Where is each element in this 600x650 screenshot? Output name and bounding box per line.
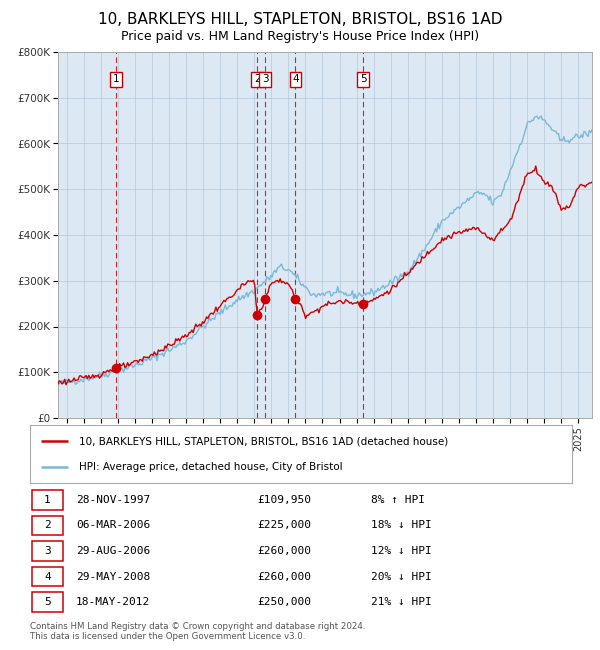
Text: £250,000: £250,000	[257, 597, 311, 607]
Text: 28-NOV-1997: 28-NOV-1997	[76, 495, 151, 505]
Text: 4: 4	[292, 75, 299, 84]
Text: 20% ↓ HPI: 20% ↓ HPI	[371, 571, 432, 582]
Text: 5: 5	[360, 75, 367, 84]
Text: 29-AUG-2006: 29-AUG-2006	[76, 546, 151, 556]
Text: 21% ↓ HPI: 21% ↓ HPI	[371, 597, 432, 607]
Text: 1: 1	[113, 75, 119, 84]
Text: 10, BARKLEYS HILL, STAPLETON, BRISTOL, BS16 1AD (detached house): 10, BARKLEYS HILL, STAPLETON, BRISTOL, B…	[79, 436, 448, 447]
Text: 12% ↓ HPI: 12% ↓ HPI	[371, 546, 432, 556]
Text: 2: 2	[254, 75, 260, 84]
Text: 10, BARKLEYS HILL, STAPLETON, BRISTOL, BS16 1AD: 10, BARKLEYS HILL, STAPLETON, BRISTOL, B…	[98, 12, 502, 27]
Text: 29-MAY-2008: 29-MAY-2008	[76, 571, 151, 582]
FancyBboxPatch shape	[32, 541, 63, 561]
Text: £225,000: £225,000	[257, 521, 311, 530]
Text: 1: 1	[44, 495, 51, 505]
Text: 4: 4	[44, 571, 51, 582]
Text: Contains HM Land Registry data © Crown copyright and database right 2024.
This d: Contains HM Land Registry data © Crown c…	[30, 622, 365, 642]
FancyBboxPatch shape	[32, 592, 63, 612]
FancyBboxPatch shape	[32, 567, 63, 586]
Text: £109,950: £109,950	[257, 495, 311, 505]
Text: 18-MAY-2012: 18-MAY-2012	[76, 597, 151, 607]
FancyBboxPatch shape	[32, 515, 63, 535]
Text: 5: 5	[44, 597, 51, 607]
Text: £260,000: £260,000	[257, 546, 311, 556]
Text: Price paid vs. HM Land Registry's House Price Index (HPI): Price paid vs. HM Land Registry's House …	[121, 30, 479, 43]
Text: HPI: Average price, detached house, City of Bristol: HPI: Average price, detached house, City…	[79, 462, 343, 472]
Text: 2: 2	[44, 521, 51, 530]
Text: 3: 3	[44, 546, 51, 556]
Text: £260,000: £260,000	[257, 571, 311, 582]
Text: 8% ↑ HPI: 8% ↑ HPI	[371, 495, 425, 505]
FancyBboxPatch shape	[32, 490, 63, 510]
Text: 06-MAR-2006: 06-MAR-2006	[76, 521, 151, 530]
Text: 3: 3	[262, 75, 269, 84]
Text: 18% ↓ HPI: 18% ↓ HPI	[371, 521, 432, 530]
